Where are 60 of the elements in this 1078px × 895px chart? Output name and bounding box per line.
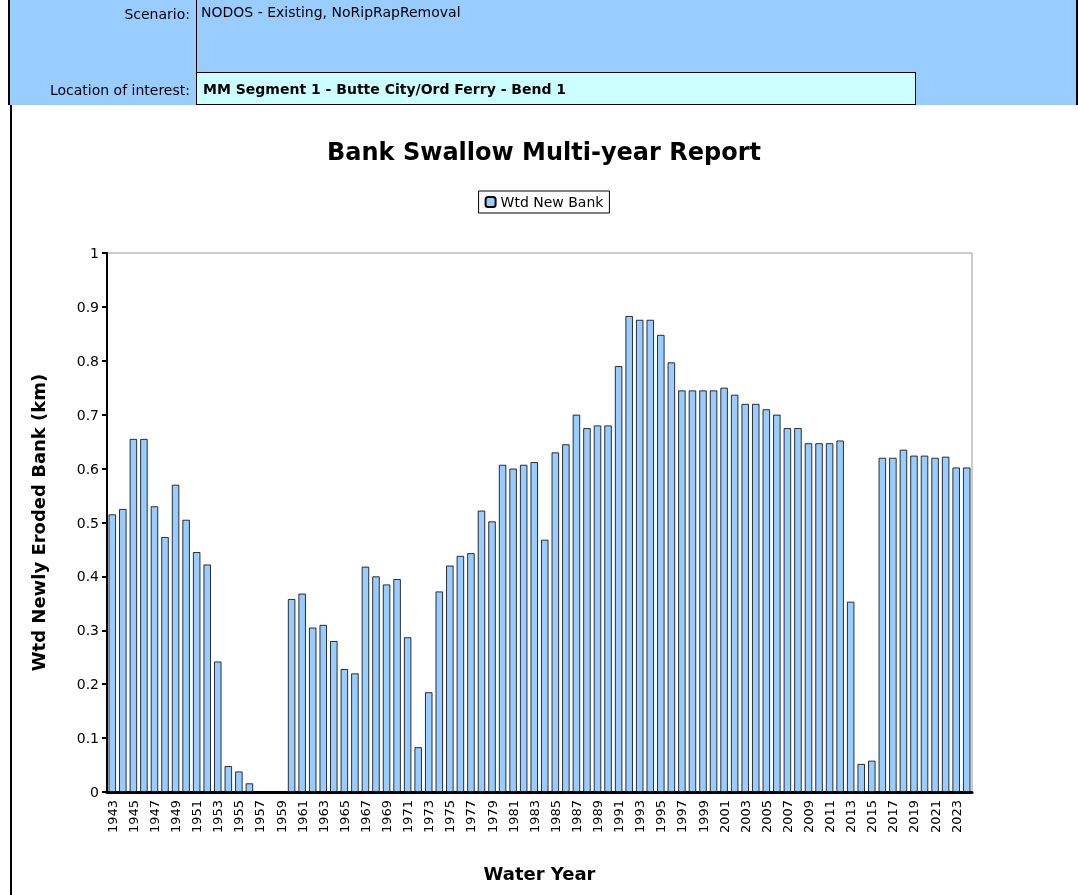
x-tick-label: 2015 [864,800,880,834]
y-tick-label: 0.9 [76,298,99,315]
y-tick-label: 0.7 [76,406,99,423]
y-tick-label: 0.4 [76,568,100,585]
x-tick-label: 1975 [442,800,458,834]
x-tick-label: 2013 [843,800,859,834]
x-tick-label: 1969 [379,800,395,834]
x-tick-label: 1959 [273,800,289,834]
x-tick-label: 2009 [800,800,816,834]
legend-label: Wtd New Bank [500,194,605,210]
x-tick-label: 1947 [146,800,162,834]
x-tick-label: 1983 [526,800,542,834]
y-tick-label: 0 [90,784,99,800]
y-tick-label: 1 [90,245,99,261]
x-tick-label: 1999 [695,800,711,834]
y-tick-label: 0.6 [76,460,100,477]
x-tick-label: 2011 [822,800,838,834]
x-tick-label: 1995 [653,800,669,834]
x-tick-label: 1945 [125,800,141,834]
x-tick-label: 2003 [737,800,753,834]
x-tick-label: 1943 [104,800,120,834]
x-tick-label: 1989 [590,800,606,834]
x-tick-label: 1961 [294,800,310,834]
x-tick-label: 1979 [484,800,500,834]
y-tick-label: 0.5 [76,514,99,531]
x-tick-label: 1985 [547,800,563,834]
text: Scenario: [123,6,190,22]
x-tick-label: 1987 [568,800,584,834]
x-tick-label: 1957 [252,800,268,834]
x-tick-label: 2021 [927,800,943,834]
x-tick-label: 1967 [357,800,373,834]
x-tick-label: 1955 [231,800,247,834]
x-tick-label: 2019 [906,800,922,834]
y-tick-label: 0.2 [76,676,99,693]
text: NODOS - Existing, NoRipRapRemoval [196,0,916,72]
x-tick-label: 1963 [315,800,331,834]
x-tick-label: 2023 [948,800,964,834]
x-tick-label: 1981 [505,800,521,834]
x-tick-label: 1993 [632,800,648,834]
text: MM Segment 1 - Butte City/Ord Ferry - Bend 1 [196,72,916,105]
x-axis-title: Water Year [483,862,596,884]
x-tick-label: 1977 [463,800,479,834]
x-tick-label: 1949 [168,800,184,834]
x-tick-label: 1997 [674,800,690,834]
chart-title: Bank Swallow Multi-year Report [327,138,761,166]
x-tick-label: 2007 [779,800,795,834]
x-tick-label: 2005 [758,800,774,834]
y-axis-title: Wtd Newly Eroded Bank (km) [27,373,49,672]
x-tick-label: 1953 [210,800,226,834]
x-tick-label: 1973 [421,800,437,834]
x-tick-label: 2017 [885,800,901,834]
y-tick-label: 0.8 [76,352,99,369]
x-tick-label: 1971 [400,800,416,834]
x-tick-label: 2001 [716,800,732,834]
y-tick-label: 0.1 [76,730,99,747]
x-tick-label: 1951 [189,800,205,834]
text: Location of interest: [48,82,190,98]
y-tick-label: 0.3 [76,622,99,639]
x-tick-label: 1991 [611,800,627,834]
x-tick-label: 1965 [336,800,352,834]
